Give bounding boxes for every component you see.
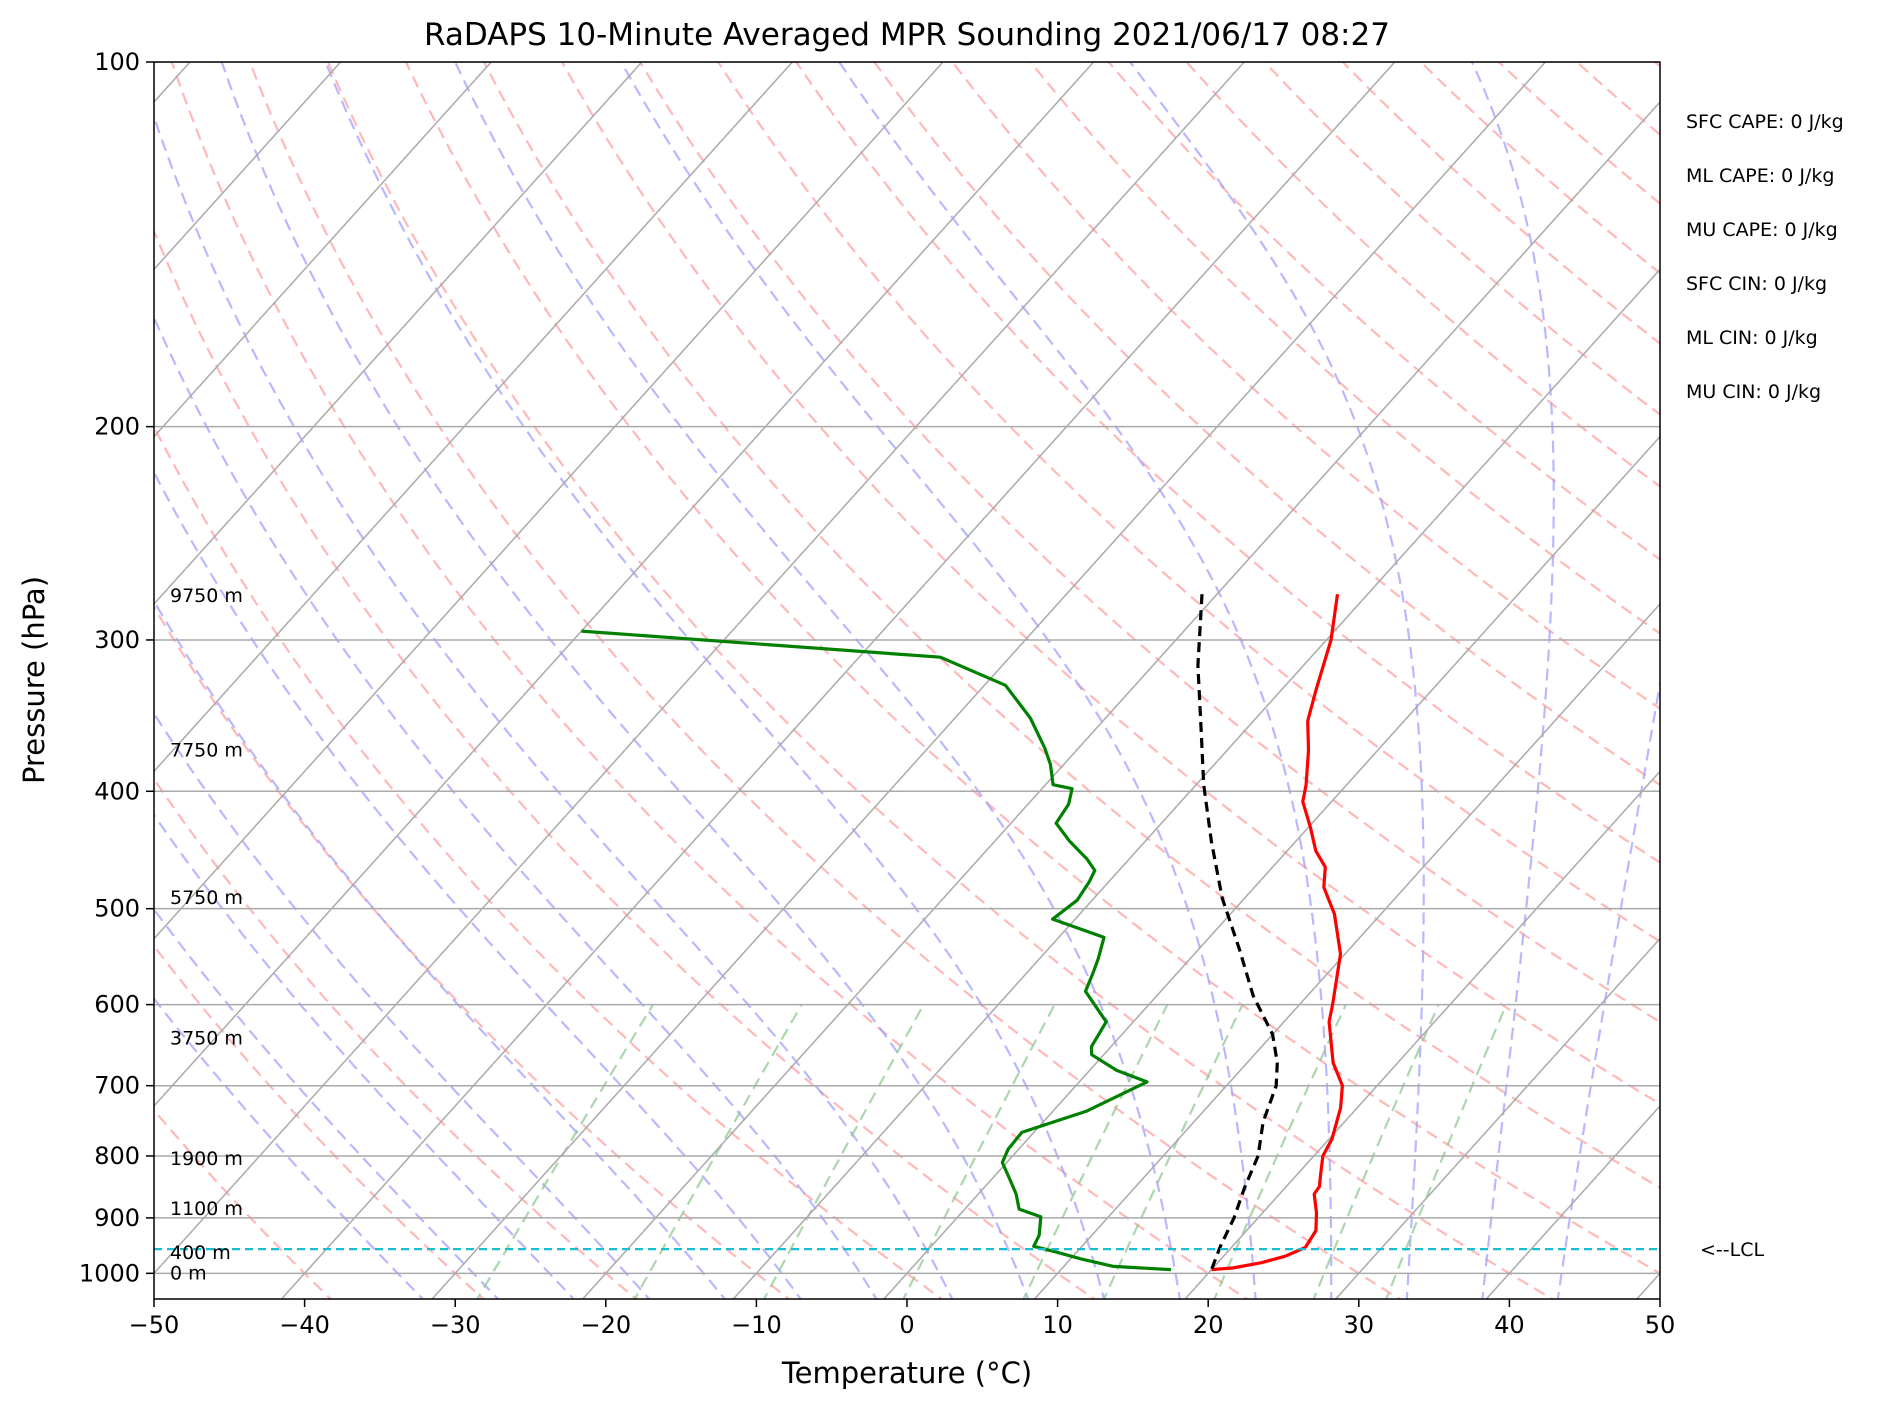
x-tick-label: 50 <box>1645 1311 1676 1339</box>
mixing-ratio-line <box>476 1004 654 1299</box>
mixing-ratio-line <box>1022 1004 1169 1299</box>
x-tick-label: −40 <box>279 1311 330 1339</box>
isotherm-line <box>154 62 794 773</box>
height-labels: 9750 m 7750 m 5750 m 3750 m 1900 m 1100 m 400 … <box>170 585 243 1284</box>
dry-adiabat-line <box>560 62 1660 1106</box>
stability-index-label: SFC CIN: 0 J/kg <box>1686 273 1827 295</box>
height-label: 400 m <box>170 1242 231 1264</box>
dry-adiabat-line <box>154 777 638 1299</box>
isotherm-line <box>882 435 1660 1299</box>
x-tick-label: −20 <box>580 1311 631 1339</box>
isotherm-line <box>154 62 1095 1108</box>
isotherm-line <box>154 62 1246 1275</box>
temperature-profile-line <box>1211 593 1344 1272</box>
dewpoint-profile-line <box>581 629 1171 1272</box>
dry-adiabat-line <box>326 62 1555 1299</box>
moist-adiabat-line <box>154 599 727 1299</box>
mixing-ratio-line <box>902 1004 1056 1299</box>
height-label: 7750 m <box>170 739 243 761</box>
x-tick-label: −10 <box>731 1311 782 1339</box>
x-tick-label: 40 <box>1494 1311 1525 1339</box>
height-label: 1100 m <box>170 1198 243 1220</box>
parcel-profile-line <box>1196 594 1279 1271</box>
isotherm-line <box>1033 602 1660 1299</box>
isotherm-line <box>1184 770 1660 1299</box>
x-tick-label: 10 <box>1042 1311 1073 1339</box>
mixing-ratio-line <box>1102 1004 1244 1299</box>
dry-adiabat-line <box>154 944 486 1299</box>
stability-index-label: SFC CAPE: 0 J/kg <box>1686 111 1844 133</box>
height-label: 5750 m <box>170 887 243 909</box>
dry-adiabat-line <box>154 228 1097 1299</box>
lcl-marker: <--LCL <box>154 1239 1764 1261</box>
dry-adiabat-line <box>794 62 1660 864</box>
dry-adiabat-line <box>872 62 1660 787</box>
x-axis-label: Temperature (°C) <box>781 1356 1032 1390</box>
stability-index-label: MU CAPE: 0 J/kg <box>1686 219 1838 241</box>
isotherm-line <box>154 62 342 271</box>
y-tick-label: 1000 <box>79 1259 140 1287</box>
mixing-ratio-line <box>1385 1004 1508 1299</box>
isotherm-line <box>581 100 1660 1299</box>
stability-index-label: ML CIN: 0 J/kg <box>1686 327 1818 349</box>
isotherm-line <box>431 62 1547 1299</box>
y-tick-label: 700 <box>94 1072 140 1100</box>
x-axis-ticks: −50 −40 −30 −20 −10 0 10 20 30 40 50 <box>129 1299 1676 1339</box>
height-label: 9750 m <box>170 585 243 607</box>
dry-adiabat-line <box>638 62 1660 1024</box>
y-tick-label: 200 <box>94 413 140 441</box>
stability-index-label: MU CIN: 0 J/kg <box>1686 381 1821 403</box>
height-label: 0 m <box>170 1262 207 1284</box>
isotherm-line <box>1334 937 1660 1299</box>
y-axis-label: Pressure (hPa) <box>17 576 51 784</box>
y-tick-label: 100 <box>94 48 140 76</box>
dry-adiabat-line <box>1107 62 1660 561</box>
isotherm-line <box>154 62 945 940</box>
x-tick-label: 20 <box>1193 1311 1224 1339</box>
sounding-series <box>581 593 1344 1272</box>
stability-indices: SFC CAPE: 0 J/kg ML CAPE: 0 J/kg MU CAPE: … <box>1686 111 1844 403</box>
plot-background <box>154 62 1660 1299</box>
x-tick-label: −50 <box>129 1311 180 1339</box>
y-tick-label: 800 <box>94 1142 140 1170</box>
y-tick-label: 400 <box>94 777 140 805</box>
mixing-ratio-line <box>762 1004 925 1299</box>
isotherm-line <box>732 268 1660 1299</box>
chart-title: RaDAPS 10-Minute Averaged MPR Sounding 2… <box>424 17 1390 53</box>
isotherm-line <box>280 62 1396 1299</box>
height-label: 3750 m <box>170 1028 243 1050</box>
y-tick-label: 600 <box>94 991 140 1019</box>
mixing-ratio-line <box>1312 1004 1440 1299</box>
y-tick-label: 500 <box>94 895 140 923</box>
moist-adiabat-line <box>324 62 1106 1299</box>
isotherm-line <box>154 62 493 438</box>
height-label: 1900 m <box>170 1148 243 1170</box>
x-tick-label: 0 <box>899 1311 914 1339</box>
mixing-ratio-line <box>633 1004 803 1299</box>
moist-adiabat-line <box>220 62 1030 1299</box>
y-tick-label: 900 <box>94 1204 140 1232</box>
x-tick-label: −30 <box>430 1311 481 1339</box>
background-lines <box>154 62 1660 1299</box>
isotherm-line <box>154 62 643 606</box>
lcl-label: <--LCL <box>1700 1239 1764 1261</box>
y-axis-ticks: 100 200 300 400 500 600 700 800 900 1000 <box>79 48 154 1287</box>
moist-adiabat-line <box>154 470 802 1299</box>
y-tick-label: 300 <box>94 626 140 654</box>
mixing-ratio-line <box>1213 1004 1347 1299</box>
x-tick-label: 30 <box>1344 1311 1375 1339</box>
dry-adiabat-line <box>482 62 1660 1190</box>
stability-index-label: ML CAPE: 0 J/kg <box>1686 165 1834 187</box>
